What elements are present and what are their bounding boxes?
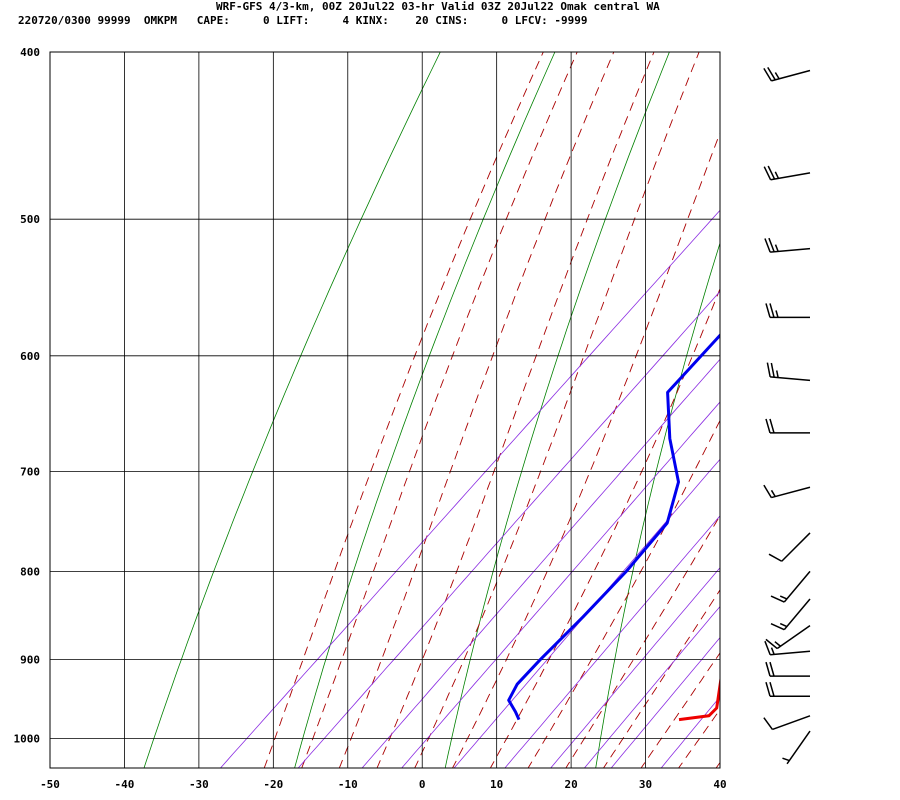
wind-barb <box>766 362 811 382</box>
y-tick-label: 600 <box>20 350 40 363</box>
wind-barb <box>763 66 811 82</box>
moist-adiabat <box>678 708 720 768</box>
mixing-ratio-line <box>610 637 720 768</box>
wind-barb <box>765 418 810 434</box>
station-indices: 220720/0300 99999 OMKPM CAPE: 0 LIFT: 4 … <box>18 14 588 27</box>
mixing-ratio-line <box>453 458 720 768</box>
mixing-ratio-line <box>550 567 720 768</box>
moist-adiabat <box>640 652 720 768</box>
wind-barb <box>763 484 811 499</box>
x-tick-label: -10 <box>338 778 358 791</box>
wind-barb <box>765 682 810 697</box>
x-tick-label: 0 <box>419 778 426 791</box>
moist-adiabat <box>602 589 720 768</box>
moist-adiabat <box>414 52 700 768</box>
dry-adiabat <box>444 52 670 768</box>
x-tick-labels: -50 -40 -30 -20 -10 0 10 20 30 40 <box>40 778 727 791</box>
x-tick-label: 20 <box>564 778 577 791</box>
wind-barb <box>770 570 811 603</box>
wind-barbs <box>763 66 811 765</box>
y-tick-label: 700 <box>20 465 40 478</box>
x-tick-label: -30 <box>189 778 209 791</box>
plot-frame <box>49 51 721 769</box>
y-tick-labels: 400 500 600 700 800 900 1000 <box>14 46 41 746</box>
x-tick-label: -50 <box>40 778 60 791</box>
dry-adiabat <box>294 52 556 768</box>
background-lines <box>143 14 900 783</box>
y-tick-label: 800 <box>20 565 40 578</box>
x-tick-label: 30 <box>639 778 652 791</box>
x-tick-label: 10 <box>490 778 503 791</box>
mixing-ratio-line <box>401 401 720 768</box>
temperature-line <box>678 675 720 722</box>
moist-adiabat <box>715 761 720 768</box>
moist-adiabat <box>565 514 720 768</box>
series-layer <box>507 333 720 722</box>
moist-adiabat <box>451 131 720 768</box>
dry-adiabat <box>896 14 900 783</box>
dry-adiabat <box>143 52 441 768</box>
dewpoint-line <box>507 333 720 721</box>
mixing-ratio-line <box>297 290 720 768</box>
wind-barb <box>768 532 811 562</box>
moist-adiabat <box>301 52 578 768</box>
y-tick-label: 400 <box>20 46 40 59</box>
wind-barb <box>782 730 811 765</box>
x-tick-label: -40 <box>115 778 135 791</box>
mixing-ratio-line <box>504 515 720 768</box>
wind-barb <box>764 237 811 253</box>
chart-title: WRF-GFS 4/3-km, 00Z 20Jul22 03-hr Valid … <box>216 0 660 13</box>
x-tick-label: -20 <box>263 778 283 791</box>
wind-barb <box>770 598 811 631</box>
moist-adiabat <box>489 287 720 768</box>
dry-adiabat <box>595 241 720 768</box>
y-tick-label: 500 <box>20 213 40 226</box>
wind-barb <box>763 715 811 731</box>
wind-barb <box>765 661 810 677</box>
y-tick-label: 1000 <box>14 733 41 746</box>
wind-barb <box>765 303 810 319</box>
mixing-ratio-line <box>583 605 720 768</box>
moist-adiabat <box>376 52 655 768</box>
mixing-ratio-line <box>660 696 720 768</box>
moist-adiabat <box>263 52 544 768</box>
moist-adiabat <box>338 52 615 768</box>
grid <box>49 51 721 768</box>
wind-barb <box>765 624 811 650</box>
y-tick-label: 900 <box>20 654 40 667</box>
mixing-ratio-line <box>361 358 720 768</box>
wind-barb <box>764 640 811 656</box>
moist-adiabat <box>527 419 720 768</box>
mixing-ratio-line <box>219 209 720 768</box>
wind-barb <box>763 165 811 181</box>
x-tick-label: 40 <box>713 778 726 791</box>
